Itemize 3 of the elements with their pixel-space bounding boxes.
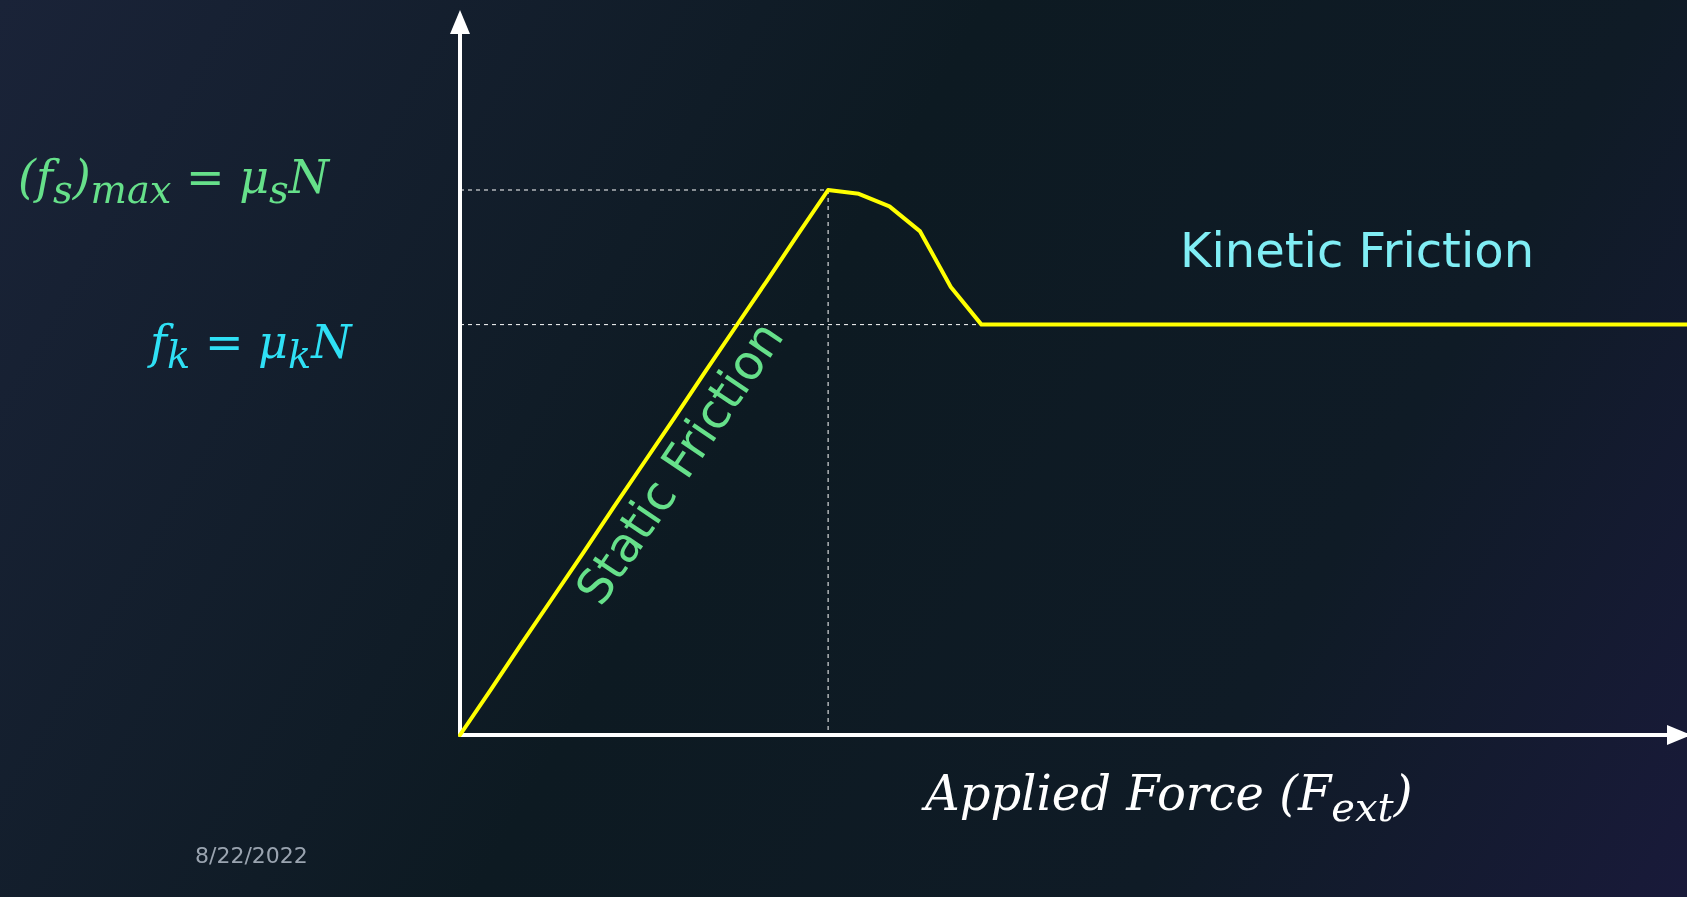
text: (f$_{s}$)$_{max}$ = μ$_{s}$N [18, 150, 330, 213]
annotation: Kinetic Friction [1179, 221, 1535, 278]
text: 8/22/2022 [195, 843, 308, 868]
